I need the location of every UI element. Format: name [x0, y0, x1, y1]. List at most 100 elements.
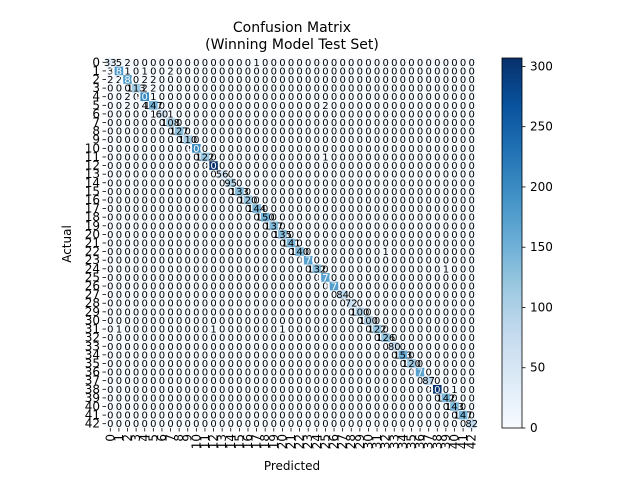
- heatmap-cell: [321, 152, 331, 162]
- heatmap-cell: [415, 204, 425, 214]
- heatmap-cell: [217, 350, 227, 360]
- heatmap-cell: [321, 281, 331, 291]
- heatmap-cell: [209, 238, 219, 248]
- heatmap-cell: [114, 75, 124, 85]
- heatmap-cell: [114, 135, 124, 145]
- heatmap-cell: [200, 350, 210, 360]
- heatmap-cell: [183, 118, 193, 128]
- heatmap-cell: [209, 255, 219, 265]
- heatmap-cell: [166, 204, 176, 214]
- heatmap-cell: [467, 109, 477, 119]
- heatmap-cell: [140, 66, 150, 76]
- heatmap-cell: [432, 161, 442, 171]
- heatmap-cell: [432, 333, 442, 343]
- heatmap-cell: [149, 169, 158, 179]
- heatmap-cell: [140, 178, 150, 188]
- heatmap-cell: [192, 247, 201, 257]
- heatmap-cell: [364, 66, 374, 76]
- heatmap-cell: [235, 247, 244, 257]
- heatmap-cell: [381, 135, 391, 145]
- heatmap-cell: [183, 333, 193, 343]
- heatmap-cell: [467, 187, 477, 196]
- heatmap-cell: [295, 290, 305, 300]
- heatmap-cell: [467, 126, 477, 136]
- heatmap-cell: [174, 195, 184, 205]
- heatmap-cell: [235, 152, 244, 162]
- heatmap-cell: [149, 101, 158, 110]
- heatmap-cell: [157, 341, 167, 351]
- heatmap-cell: [355, 230, 365, 239]
- heatmap-cell: [269, 144, 279, 153]
- heatmap-cell: [106, 118, 115, 128]
- heatmap-cell: [217, 341, 227, 351]
- heatmap-cell: [269, 281, 279, 291]
- heatmap-cell: [166, 333, 176, 343]
- heatmap-cell: [321, 83, 331, 93]
- heatmap-cell: [372, 307, 382, 317]
- heatmap-cell: [355, 83, 365, 93]
- heatmap-cell: [286, 109, 296, 119]
- heatmap-cell: [278, 75, 287, 85]
- heatmap-cell: [209, 75, 219, 85]
- heatmap-cell: [131, 169, 141, 179]
- heatmap-cell: [209, 195, 219, 205]
- heatmap-cell: [329, 221, 339, 231]
- heatmap-cell: [329, 92, 339, 102]
- heatmap-cell: [303, 161, 313, 171]
- heatmap-cell: [278, 152, 287, 162]
- heatmap-cell: [338, 161, 348, 171]
- heatmap-cell: [329, 290, 339, 300]
- heatmap-cell: [106, 75, 115, 85]
- heatmap-cell: [140, 341, 150, 351]
- heatmap-cell: [346, 341, 356, 351]
- heatmap-cell: [235, 118, 244, 128]
- heatmap-cell: [106, 350, 115, 360]
- heatmap-cell: [183, 264, 193, 274]
- heatmap-cell: [295, 178, 305, 188]
- heatmap-cell: [226, 204, 236, 214]
- heatmap-cell: [252, 109, 262, 119]
- heatmap-cell: [174, 247, 184, 257]
- heatmap-cell: [106, 255, 115, 265]
- heatmap-cell: [303, 144, 313, 153]
- heatmap-cell: [303, 221, 313, 231]
- heatmap-cell: [278, 58, 287, 67]
- heatmap-cell: [432, 178, 442, 188]
- heatmap-cell: [381, 75, 391, 85]
- heatmap-cell: [140, 212, 150, 222]
- heatmap-cell: [450, 92, 460, 102]
- heatmap-cell: [364, 92, 374, 102]
- heatmap-cell: [286, 135, 296, 145]
- heatmap-cell: [157, 58, 167, 67]
- heatmap-cell: [260, 109, 270, 119]
- heatmap-cell: [372, 195, 382, 205]
- heatmap-cell: [407, 169, 417, 179]
- heatmap-cell: [149, 247, 158, 257]
- heatmap-cell: [458, 101, 468, 110]
- heatmap-cell: [415, 333, 425, 343]
- heatmap-cell: [450, 126, 460, 136]
- heatmap-cell: [303, 118, 313, 128]
- heatmap-cell: [217, 247, 227, 257]
- x-axis-label: Predicted: [264, 459, 320, 473]
- heatmap-cell: [450, 161, 460, 171]
- heatmap-cell: [226, 221, 236, 231]
- heatmap-cell: [321, 178, 331, 188]
- heatmap-cell: [166, 281, 176, 291]
- heatmap-cell: [364, 187, 374, 196]
- heatmap-cell: [226, 152, 236, 162]
- heatmap-cell: [295, 316, 305, 326]
- heatmap-cell: [278, 118, 287, 128]
- heatmap-cell: [278, 307, 287, 317]
- heatmap-cell: [338, 281, 348, 291]
- heatmap-cell: [269, 230, 279, 239]
- heatmap-cell: [424, 324, 434, 334]
- heatmap-cell: [441, 66, 451, 76]
- heatmap-cell: [372, 247, 382, 257]
- heatmap-cell: [252, 144, 262, 153]
- heatmap-cell: [432, 169, 442, 179]
- heatmap-cell: [286, 238, 296, 248]
- heatmap-cell: [355, 273, 365, 283]
- heatmap-cell: [407, 75, 417, 85]
- heatmap-cell: [157, 230, 167, 239]
